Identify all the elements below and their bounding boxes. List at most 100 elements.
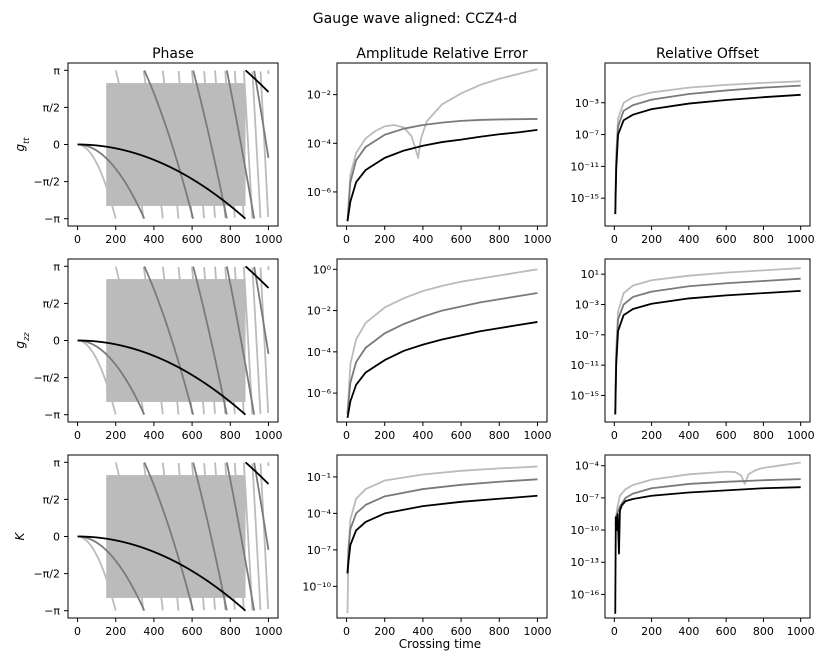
y-tick-label: 10⁻⁶	[307, 387, 332, 400]
x-tick-label: 600	[716, 625, 737, 638]
phase-lines	[77, 69, 270, 220]
phase-line-high	[77, 69, 270, 220]
x-tick-label: 400	[678, 233, 699, 246]
x-tick-label: 800	[489, 429, 510, 442]
y-tick-label: −π/2	[33, 372, 60, 385]
series-line-high	[346, 494, 538, 574]
y-tick-label: 10⁻²	[307, 89, 331, 102]
y-tick-label: 10⁻³	[575, 298, 599, 311]
x-tick-label: 1000	[523, 625, 551, 638]
x-tick-label: 600	[716, 429, 737, 442]
phase-line-high	[77, 265, 270, 416]
y-tick-label: π/2	[43, 493, 60, 506]
panel-phase-row-1: 0 200 400 600 800 1000 π π/2 0 −π/2 −π gzz	[13, 258, 282, 442]
phase-line-high	[77, 461, 270, 612]
x-tick-label: 0	[611, 233, 618, 246]
x-tick-label: 1000	[787, 429, 815, 442]
y-tick-label: −π	[44, 409, 60, 422]
column-title-0: Phase	[152, 46, 194, 62]
column-title-1: Amplitude Relative Error	[356, 46, 527, 62]
series-line-high	[614, 486, 801, 614]
x-axis-label: Crossing time	[399, 637, 481, 651]
series-lines	[346, 268, 538, 419]
y-tick-label: 0	[53, 531, 60, 544]
y-tick-label: 10⁻¹⁰	[302, 580, 331, 593]
panel-r1-c2: 0 200 400 600 800 1000 10¹ 10⁻³ 10⁻⁷ 10⁻¹¹ 10⁻¹⁵	[570, 258, 815, 442]
axes-frame	[604, 454, 811, 619]
series-line-medium	[346, 292, 538, 414]
y-tick-label: 10⁻⁷	[575, 329, 599, 342]
y-tick-label: 10⁻¹⁰	[570, 524, 599, 537]
row-label-0: gtt	[13, 137, 31, 152]
y-tick-label: 10⁻³	[575, 97, 599, 110]
y-tick-label: 10⁻¹⁵	[570, 389, 599, 402]
series-lines	[614, 80, 801, 215]
panel-r2-c2: 0 200 400 600 800 1000 10⁻⁴ 10⁻⁷ 10⁻¹⁰ 10⁻¹³ 10⁻¹⁶	[570, 454, 815, 638]
row-label-main: K	[13, 531, 27, 540]
x-tick-label: 200	[641, 429, 662, 442]
y-tick-label: 10⁻¹³	[570, 556, 599, 569]
x-tick-label: 1000	[254, 429, 282, 442]
series-lines	[346, 465, 538, 614]
panel-r0-c2: 0 200 400 600 800 1000 10⁻³ 10⁻⁷ 10⁻¹¹ 10⁻¹⁵	[570, 62, 815, 246]
x-tick-label: 0	[343, 625, 350, 638]
x-tick-label: 400	[143, 429, 164, 442]
x-tick-label: 400	[143, 233, 164, 246]
series-line-low	[346, 68, 538, 222]
series-line-medium	[346, 478, 538, 575]
series-line-high	[346, 321, 538, 419]
y-tick-label: 10⁻¹¹	[570, 160, 599, 173]
x-tick-label: 1000	[523, 233, 551, 246]
y-tick-label: 10⁻¹⁵	[570, 192, 599, 205]
row-label-sub: zz	[22, 332, 31, 342]
x-tick-label: 400	[678, 429, 699, 442]
y-tick-label: 10⁻¹¹	[570, 359, 599, 372]
x-tick-label: 400	[143, 625, 164, 638]
phase-lines	[77, 265, 270, 416]
series-line-medium	[614, 84, 801, 215]
row-label-main: g	[13, 143, 27, 151]
x-tick-label: 0	[611, 625, 618, 638]
phase-line-medium	[77, 70, 270, 220]
x-tick-label: 800	[489, 233, 510, 246]
subplot-grid: 0 200 400 600 800 1000 π π/2 0 −π/2 −π gtt 0 200 400 60…	[13, 46, 815, 638]
series-line-high	[346, 129, 538, 222]
x-tick-label: 200	[641, 625, 662, 638]
x-tick-label: 800	[753, 625, 774, 638]
x-tick-label: 1000	[787, 625, 815, 638]
x-tick-label: 1000	[254, 233, 282, 246]
y-tick-label: π	[53, 64, 60, 77]
x-tick-label: 200	[374, 233, 395, 246]
y-tick-label: 10⁻⁷	[575, 492, 599, 505]
phase-line-medium	[77, 462, 270, 612]
x-tick-label: 0	[343, 233, 350, 246]
series-line-low	[346, 465, 538, 614]
y-tick-label: −π/2	[33, 568, 60, 581]
series-line-low	[614, 461, 801, 525]
series-lines	[346, 68, 538, 222]
y-tick-label: 10⁻¹⁶	[570, 588, 599, 601]
axes-frame	[336, 62, 548, 227]
y-tick-label: 10⁰	[313, 263, 332, 276]
panel-r0-c1: 0 200 400 600 800 1000 10⁻² 10⁻⁴ 10⁻⁶	[307, 62, 551, 246]
y-tick-label: π	[53, 260, 60, 273]
x-tick-label: 600	[182, 429, 203, 442]
x-tick-label: 800	[220, 625, 241, 638]
y-tick-label: 10⁻²	[307, 305, 331, 318]
y-tick-label: 10⁻¹	[307, 471, 331, 484]
series-line-low	[614, 267, 801, 415]
y-tick-label: 10¹	[581, 268, 599, 281]
x-tick-label: 1000	[523, 429, 551, 442]
phase-line-medium	[77, 266, 270, 416]
x-tick-label: 0	[74, 625, 81, 638]
y-tick-label: π/2	[43, 101, 60, 114]
x-tick-label: 1000	[787, 233, 815, 246]
x-tick-label: 600	[451, 625, 472, 638]
x-tick-label: 200	[374, 625, 395, 638]
x-tick-label: 400	[412, 429, 433, 442]
y-tick-label: 10⁻⁷	[307, 544, 331, 557]
x-tick-label: 600	[182, 625, 203, 638]
x-tick-label: 200	[105, 429, 126, 442]
y-tick-label: 0	[53, 335, 60, 348]
x-tick-label: 800	[753, 233, 774, 246]
